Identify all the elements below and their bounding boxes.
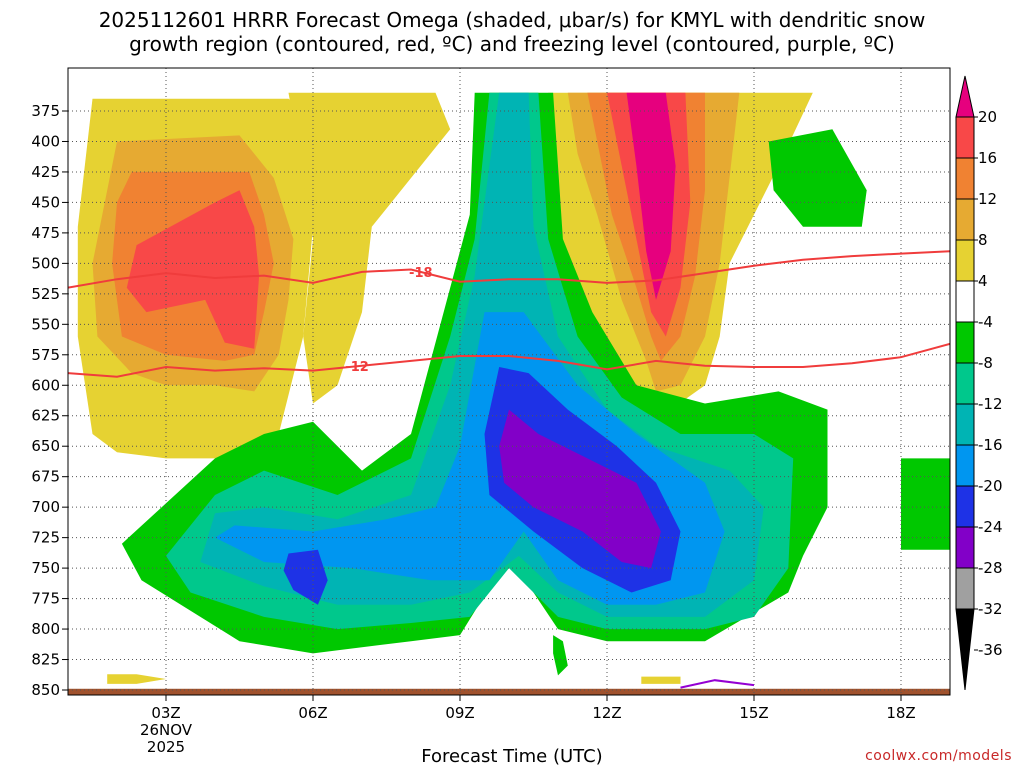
y-tick-label: 550 xyxy=(31,315,60,333)
contour-label-18: -18 xyxy=(409,266,433,281)
x-tick-label: 15Z xyxy=(739,704,768,722)
x-date-label: 26NOV xyxy=(140,721,193,739)
contour-line-0 xyxy=(68,250,950,289)
omega-region-3 xyxy=(126,190,260,349)
omega-region-4 xyxy=(288,92,451,404)
omega-region-19 xyxy=(553,635,568,676)
y-tick-label: 475 xyxy=(31,224,60,242)
x-tick-label: 03Z xyxy=(151,704,180,722)
colorbar-segment xyxy=(955,526,975,569)
y-tick-label: 725 xyxy=(31,529,60,547)
omega-region-18 xyxy=(499,409,661,569)
title-line-1: 2025112601 HRRR Forecast Omega (shaded, … xyxy=(98,8,926,32)
x-tick-label: 12Z xyxy=(592,704,621,722)
y-tick-label: 500 xyxy=(31,254,60,272)
y-tick-label: 625 xyxy=(31,407,60,425)
y-tick-label: 525 xyxy=(31,285,60,303)
colorbar-label: 4 xyxy=(978,272,988,290)
omega-region-11 xyxy=(901,458,950,550)
omega-region-10 xyxy=(768,129,867,227)
omega-region-21 xyxy=(641,676,681,684)
plot-frame xyxy=(67,67,951,696)
y-axis: 375 400 425 450 475 500 525 550 575 600 625 650 675 7… xyxy=(31,102,68,699)
colorbar-segment xyxy=(955,567,975,610)
grid-lines xyxy=(68,68,950,695)
y-tick-label: 425 xyxy=(31,163,60,181)
y-tick-label: 825 xyxy=(31,651,60,669)
contour-line-1 xyxy=(68,342,950,378)
y-tick-label: 750 xyxy=(31,559,60,577)
colorbar-label: 16 xyxy=(978,149,997,167)
omega-region-9 xyxy=(626,92,676,300)
x-date-label: 2025 xyxy=(147,738,185,756)
x-tick-label: 06Z xyxy=(298,704,327,722)
colorbar-label: 12 xyxy=(978,190,997,208)
omega-region-20 xyxy=(107,674,166,684)
colorbar-segment xyxy=(955,116,975,159)
colorbar-label: -32 xyxy=(978,600,1003,618)
contour-label-12: -12 xyxy=(345,360,369,375)
colorbar-label: -20 xyxy=(978,477,1003,495)
y-tick-label: 800 xyxy=(31,620,60,638)
colorbar-label: -12 xyxy=(978,395,1003,413)
x-axis-title: Forecast Time (UTC) xyxy=(421,746,603,767)
colorbar-segment xyxy=(955,444,975,487)
colorbar-label: 8 xyxy=(978,231,988,249)
colorbar-segment xyxy=(955,321,975,364)
y-tick-label: 850 xyxy=(31,681,60,699)
chart-title: 2025112601 HRRR Forecast Omega (shaded, … xyxy=(0,8,1024,56)
colorbar-segment xyxy=(955,198,975,241)
colorbar-label: -28 xyxy=(978,559,1003,577)
colorbar-segment xyxy=(955,485,975,528)
y-tick-label: 700 xyxy=(31,498,60,516)
shaded-regions xyxy=(68,92,950,695)
terrain-strip xyxy=(68,688,950,695)
colorbar-label: -24 xyxy=(978,518,1003,536)
colorbar-label: -8 xyxy=(978,354,993,372)
colorbar-label: -36 xyxy=(978,641,1003,659)
y-tick-label: 650 xyxy=(31,437,60,455)
colorbar-top-arrow xyxy=(955,75,975,118)
y-tick-label: 375 xyxy=(31,102,60,120)
colorbar-label: -16 xyxy=(978,436,1003,454)
contour-line-2 xyxy=(680,679,755,689)
y-tick-label: 675 xyxy=(31,468,60,486)
colorbar-segment xyxy=(955,239,975,282)
x-tick-label: 09Z xyxy=(445,704,474,722)
x-tick-label: 18Z xyxy=(886,704,915,722)
colorbar: 20 16 12 8 4 -4 -8 -12 -16 -20 -24 -28 -32 -36 xyxy=(955,75,1003,691)
colorbar-segment xyxy=(955,157,975,200)
colorbar-bottom-arrow xyxy=(955,608,975,691)
colorbar-segment xyxy=(955,280,975,323)
colorbar-segment xyxy=(955,362,975,405)
y-tick-label: 575 xyxy=(31,346,60,364)
contour-lines: -18 -12 xyxy=(68,250,950,689)
y-tick-label: 600 xyxy=(31,376,60,394)
omega-region-17 xyxy=(283,549,328,605)
y-tick-label: 400 xyxy=(31,132,60,150)
colorbar-label: 20 xyxy=(978,108,997,126)
colorbar-segment xyxy=(955,403,975,446)
y-tick-label: 450 xyxy=(31,193,60,211)
title-line-2: growth region (contoured, red, ºC) and f… xyxy=(129,32,895,56)
credit-text: coolwx.com/models xyxy=(865,748,1012,764)
y-tick-label: 775 xyxy=(31,590,60,608)
colorbar-label: -4 xyxy=(978,313,993,331)
